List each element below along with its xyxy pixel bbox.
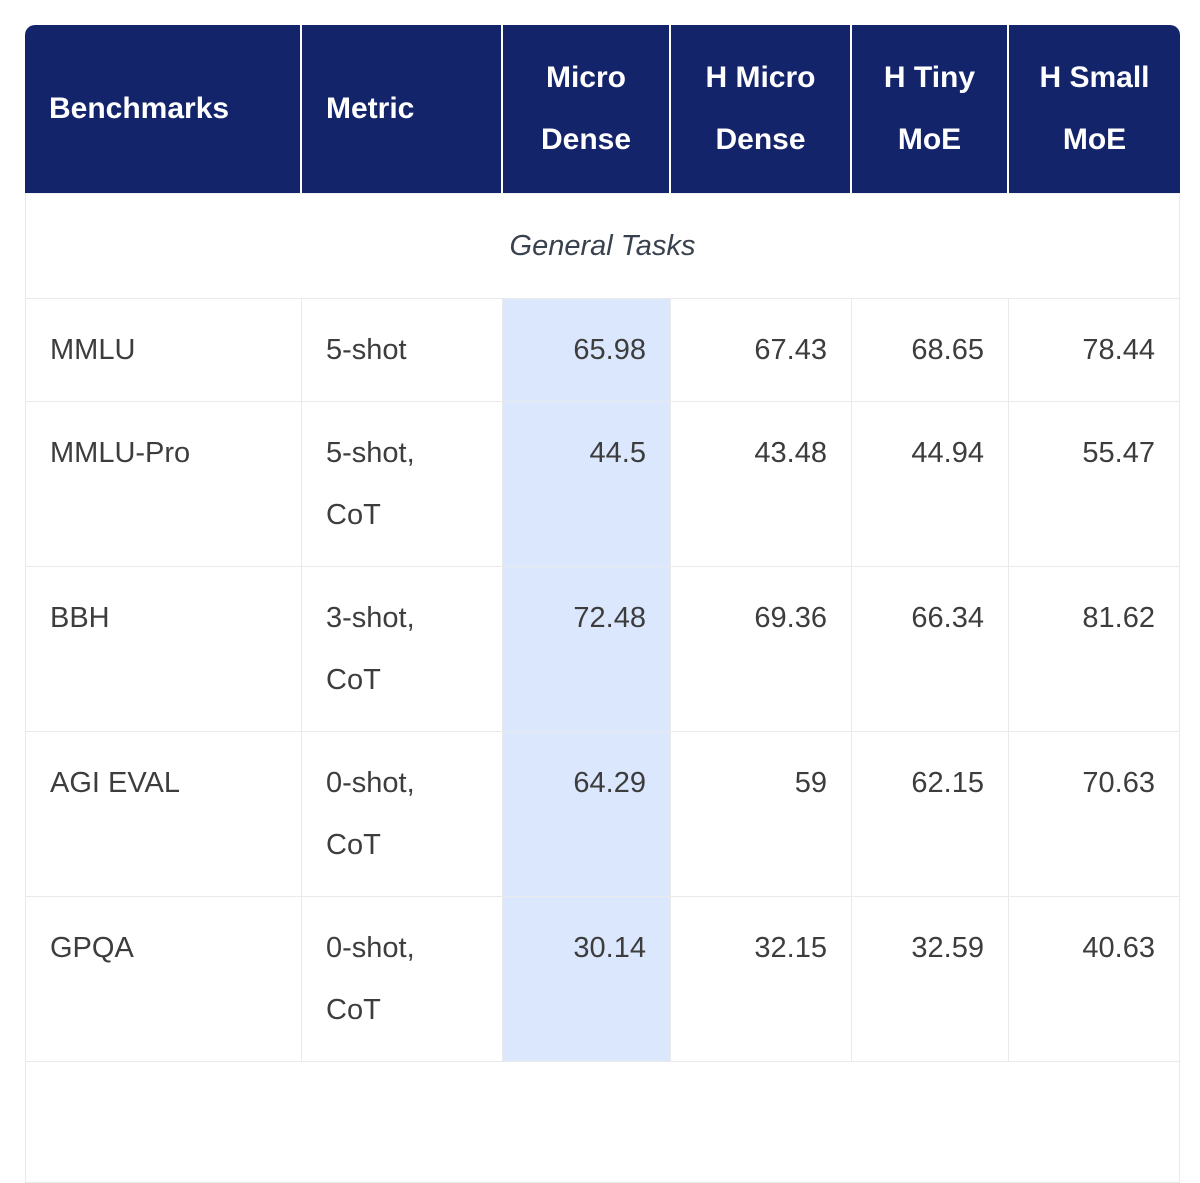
value-cell-highlighted: 72.48 — [503, 567, 671, 732]
value-cell: 62.15 — [852, 732, 1009, 897]
header-cell-benchmarks: Benchmarks — [25, 25, 302, 193]
table-row-gpqa: GPQA 0-shot, CoT 30.14 32.15 32.59 40.63 — [25, 897, 1180, 1062]
benchmark-cell: MMLU-Pro — [25, 402, 302, 567]
benchmark-cell: MMLU — [25, 299, 302, 402]
metric-cell: 0-shot, CoT — [302, 897, 503, 1062]
table-row-bbh: BBH 3-shot, CoT 72.48 69.36 66.34 81.62 — [25, 567, 1180, 732]
benchmark-cell: GPQA — [25, 897, 302, 1062]
value-cell: 44.94 — [852, 402, 1009, 567]
value-cell: 68.65 — [852, 299, 1009, 402]
table-header: Benchmarks Metric Micro Dense H Micro De… — [25, 25, 1180, 193]
header-cell-micro-dense: Micro Dense — [503, 25, 671, 193]
section-label: General Tasks — [25, 193, 1180, 299]
value-cell-highlighted: 44.5 — [503, 402, 671, 567]
metric-cell: 0-shot, CoT — [302, 732, 503, 897]
value-cell-highlighted: 30.14 — [503, 897, 671, 1062]
value-cell: 69.36 — [671, 567, 852, 732]
value-cell: 78.44 — [1009, 299, 1180, 402]
benchmark-table: Benchmarks Metric Micro Dense H Micro De… — [25, 25, 1180, 1183]
partial-section-cell — [25, 1062, 1180, 1183]
value-cell-highlighted: 64.29 — [503, 732, 671, 897]
benchmark-cell: BBH — [25, 567, 302, 732]
section-row: General Tasks — [25, 193, 1180, 299]
table-row-mmlu-pro: MMLU-Pro 5-shot, CoT 44.5 43.48 44.94 55… — [25, 402, 1180, 567]
header-row: Benchmarks Metric Micro Dense H Micro De… — [25, 25, 1180, 193]
value-cell: 70.63 — [1009, 732, 1180, 897]
metric-cell: 5-shot, CoT — [302, 402, 503, 567]
value-cell: 43.48 — [671, 402, 852, 567]
value-cell: 40.63 — [1009, 897, 1180, 1062]
value-cell: 67.43 — [671, 299, 852, 402]
value-cell: 32.59 — [852, 897, 1009, 1062]
table-body: General Tasks MMLU 5-shot 65.98 67.43 68… — [25, 193, 1180, 1183]
header-cell-h-tiny-moe: H Tiny MoE — [852, 25, 1009, 193]
value-cell-highlighted: 65.98 — [503, 299, 671, 402]
metric-cell: 3-shot, CoT — [302, 567, 503, 732]
header-cell-h-micro-dense: H Micro Dense — [671, 25, 852, 193]
value-cell: 32.15 — [671, 897, 852, 1062]
metric-cell: 5-shot — [302, 299, 503, 402]
value-cell: 55.47 — [1009, 402, 1180, 567]
table-row-partial — [25, 1062, 1180, 1183]
value-cell: 81.62 — [1009, 567, 1180, 732]
table-row-agi-eval: AGI EVAL 0-shot, CoT 64.29 59 62.15 70.6… — [25, 732, 1180, 897]
table-row-mmlu: MMLU 5-shot 65.98 67.43 68.65 78.44 — [25, 299, 1180, 402]
header-cell-h-small-moe: H Small MoE — [1009, 25, 1180, 193]
benchmark-cell: AGI EVAL — [25, 732, 302, 897]
value-cell: 66.34 — [852, 567, 1009, 732]
value-cell: 59 — [671, 732, 852, 897]
header-cell-metric: Metric — [302, 25, 503, 193]
